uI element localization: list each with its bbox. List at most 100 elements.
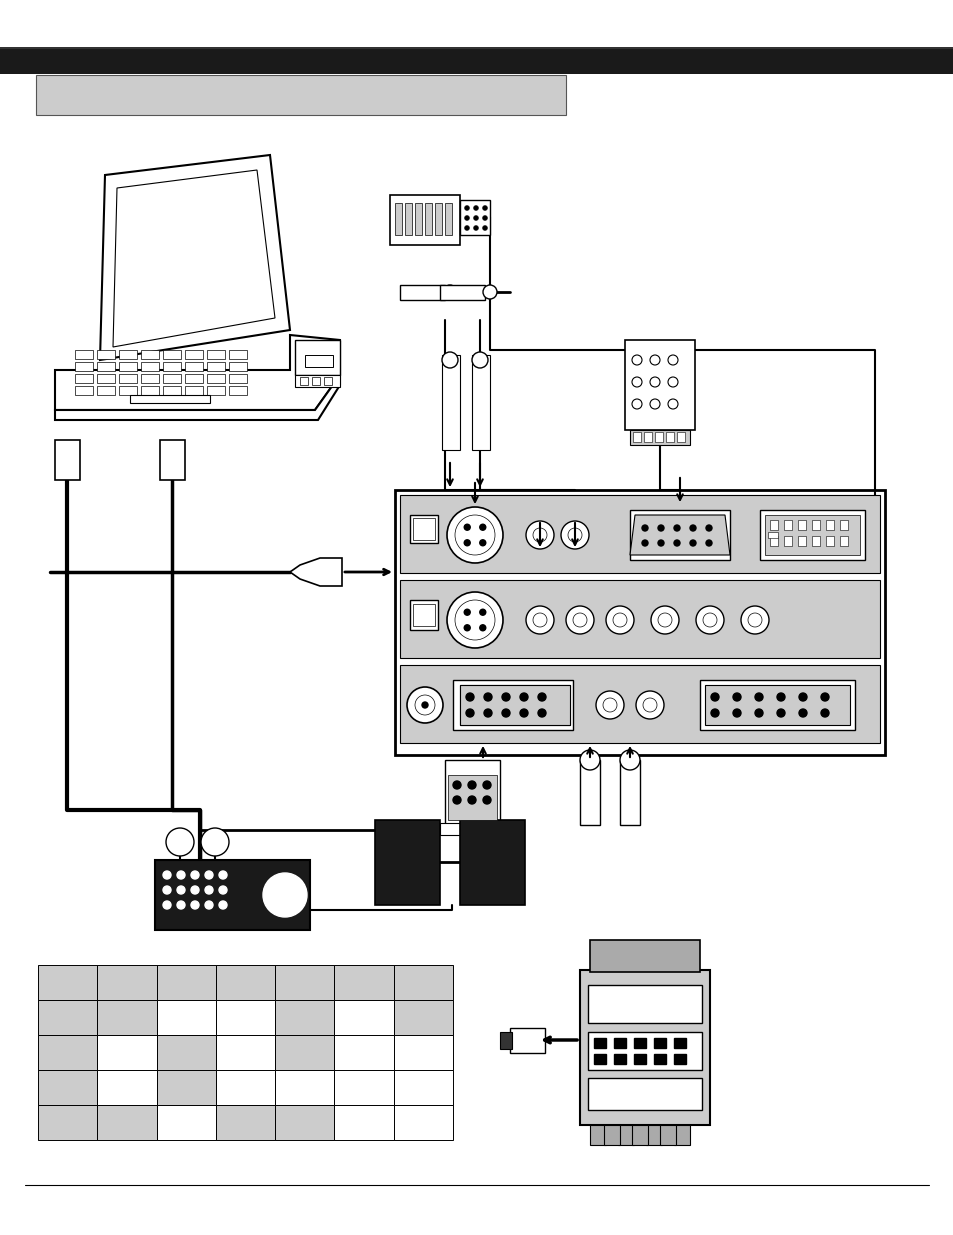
Circle shape <box>205 885 213 894</box>
Bar <box>603 1125 619 1145</box>
Circle shape <box>464 524 470 530</box>
Bar <box>655 432 662 442</box>
Bar <box>579 760 599 825</box>
Circle shape <box>205 902 213 909</box>
Bar <box>305 354 333 367</box>
Circle shape <box>501 709 510 718</box>
Circle shape <box>163 885 171 894</box>
Circle shape <box>472 352 488 368</box>
Bar <box>75 362 92 370</box>
Bar <box>394 1105 453 1140</box>
Bar <box>185 350 203 359</box>
Circle shape <box>754 709 762 718</box>
Bar <box>335 1105 394 1140</box>
Circle shape <box>465 709 474 718</box>
Circle shape <box>483 693 492 701</box>
Bar <box>797 520 805 530</box>
Bar <box>654 1053 665 1065</box>
Circle shape <box>525 521 554 550</box>
Bar <box>97 374 115 383</box>
Circle shape <box>191 871 199 879</box>
Circle shape <box>667 354 678 366</box>
Circle shape <box>407 687 442 722</box>
Circle shape <box>473 205 478 210</box>
Bar <box>207 350 225 359</box>
Bar <box>38 965 97 1000</box>
Bar <box>783 536 791 546</box>
Bar <box>413 604 435 626</box>
Bar <box>335 965 394 1000</box>
Bar <box>840 520 847 530</box>
Bar <box>375 820 439 905</box>
Circle shape <box>479 524 485 530</box>
Circle shape <box>641 540 647 546</box>
Circle shape <box>219 885 227 894</box>
Bar <box>840 536 847 546</box>
Circle shape <box>560 521 588 550</box>
Bar <box>579 969 709 1125</box>
Circle shape <box>464 625 470 631</box>
Bar <box>163 350 181 359</box>
Bar <box>215 965 274 1000</box>
Bar <box>156 1070 215 1105</box>
Circle shape <box>483 709 492 718</box>
Bar <box>619 760 639 825</box>
Circle shape <box>177 885 185 894</box>
Bar <box>659 1125 676 1145</box>
Bar <box>119 374 137 383</box>
Circle shape <box>799 693 806 701</box>
Bar <box>825 520 833 530</box>
Circle shape <box>219 871 227 879</box>
Circle shape <box>441 352 457 368</box>
Bar <box>185 387 203 395</box>
Circle shape <box>619 750 639 769</box>
Polygon shape <box>55 440 80 480</box>
Bar <box>769 520 778 530</box>
Bar <box>215 1070 274 1105</box>
Polygon shape <box>100 156 290 359</box>
Bar <box>399 285 444 300</box>
Circle shape <box>658 540 663 546</box>
Circle shape <box>602 698 617 713</box>
Bar <box>185 374 203 383</box>
Bar <box>335 1035 394 1070</box>
Polygon shape <box>112 170 274 347</box>
Bar <box>75 350 92 359</box>
Polygon shape <box>629 515 729 555</box>
Bar <box>410 515 437 543</box>
Bar <box>510 1028 544 1053</box>
Circle shape <box>776 693 784 701</box>
Circle shape <box>754 693 762 701</box>
Circle shape <box>537 693 545 701</box>
Circle shape <box>464 540 470 546</box>
Bar <box>215 1000 274 1035</box>
Bar <box>444 203 452 235</box>
Bar <box>673 1125 689 1145</box>
Circle shape <box>696 606 723 634</box>
Bar <box>811 536 820 546</box>
Bar <box>229 362 247 370</box>
Circle shape <box>473 215 478 221</box>
Bar <box>811 520 820 530</box>
Bar <box>215 1105 274 1140</box>
Bar <box>141 350 159 359</box>
Bar <box>97 1035 156 1070</box>
Bar <box>274 1000 335 1035</box>
Circle shape <box>821 709 828 718</box>
Bar <box>335 1070 394 1105</box>
Polygon shape <box>290 558 341 585</box>
Bar <box>399 495 879 573</box>
Bar <box>410 600 437 630</box>
Bar <box>444 760 499 830</box>
Bar <box>413 517 435 540</box>
Circle shape <box>519 693 527 701</box>
Circle shape <box>453 781 460 789</box>
Polygon shape <box>704 685 849 725</box>
Circle shape <box>415 695 435 715</box>
Bar <box>631 1125 647 1145</box>
Circle shape <box>631 399 641 409</box>
Circle shape <box>455 515 495 555</box>
Bar <box>764 515 859 555</box>
Bar <box>97 350 115 359</box>
Circle shape <box>191 902 199 909</box>
